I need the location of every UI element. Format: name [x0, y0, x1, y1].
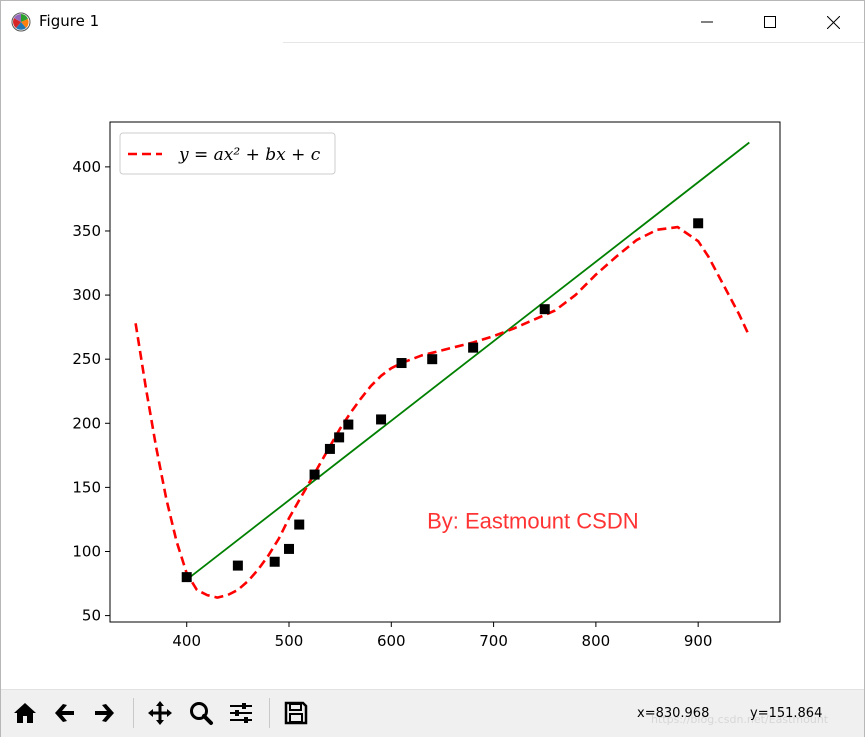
series-layer — [134, 141, 751, 599]
y-tick-label: 150 — [72, 478, 101, 496]
y-tick-label: 50 — [82, 607, 101, 625]
x-tick-label: 600 — [377, 632, 406, 650]
x-tick-label: 700 — [479, 632, 508, 650]
data-point — [269, 556, 280, 567]
y-tick-label: 250 — [72, 350, 101, 368]
data-point — [324, 443, 335, 454]
toolbar-separator — [269, 698, 270, 728]
y-tick-label: 300 — [72, 286, 101, 304]
toolbar-separator — [133, 698, 134, 728]
cursor-x-readout: x=830.968 — [637, 706, 710, 721]
y-tick-label: 100 — [72, 542, 101, 560]
floppy-disk-icon — [284, 701, 308, 725]
forward-button[interactable] — [89, 698, 119, 728]
data-point — [181, 572, 192, 583]
close-icon — [826, 15, 840, 29]
x-tick-label: 400 — [172, 632, 201, 650]
points-layer — [181, 218, 704, 583]
minimize-button[interactable] — [684, 1, 730, 43]
save-button[interactable] — [281, 698, 311, 728]
maximize-icon — [764, 16, 776, 28]
data-point — [427, 354, 438, 365]
legend-box — [119, 132, 336, 175]
arrow-left-icon — [55, 704, 74, 722]
figure-canvas[interactable]: 400 500 600 700 800 900 50 100 150 200 250 300 350 4… — [1, 43, 864, 689]
title-divider — [283, 42, 864, 43]
home-button[interactable] — [10, 698, 40, 728]
data-point — [468, 342, 479, 353]
configure-subplots-button[interactable] — [226, 698, 256, 728]
x-tick-label: 900 — [684, 632, 713, 650]
cursor-y-readout: y=151.864 — [750, 706, 823, 721]
magnifier-icon — [190, 702, 213, 725]
data-point — [343, 419, 354, 430]
legend-label-quadratic: y = ax² + bx + c — [178, 145, 321, 165]
home-icon — [14, 703, 36, 723]
data-point — [693, 218, 704, 229]
data-point — [334, 432, 345, 443]
x-axis-ticks: 400 500 600 700 800 900 — [172, 622, 712, 650]
watermark-text: https://blog.csdn.net/Eastmount — [651, 713, 829, 726]
data-point — [294, 519, 305, 530]
data-point — [539, 304, 550, 315]
y-tick-label: 350 — [72, 222, 101, 240]
pan-button[interactable] — [145, 698, 175, 728]
y-axis-ticks: 50 100 150 200 250 300 350 400 — [72, 158, 110, 625]
y-tick-label: 400 — [72, 158, 101, 176]
title-bar[interactable]: Figure 1 — [1, 1, 864, 43]
sliders-icon — [230, 703, 252, 723]
minimize-icon — [701, 21, 713, 23]
data-point — [284, 543, 295, 554]
close-button[interactable] — [810, 1, 856, 43]
zoom-button[interactable] — [186, 698, 216, 728]
maximize-button[interactable] — [747, 1, 793, 43]
x-tick-label: 800 — [582, 632, 611, 650]
back-button[interactable] — [50, 698, 80, 728]
data-point — [232, 560, 243, 571]
chart[interactable]: 400 500 600 700 800 900 50 100 150 200 250 300 350 4… — [1, 43, 864, 689]
series-line-quadratic-fit — [134, 225, 751, 599]
window-title: Figure 1 — [39, 12, 100, 30]
move-icon — [148, 701, 172, 725]
data-point — [396, 358, 407, 369]
matplotlib-logo-icon — [11, 12, 31, 32]
legend: y = ax² + bx + c — [119, 132, 336, 175]
chart-annotation: By: Eastmount CSDN — [427, 508, 639, 533]
series-line-linear-fit — [186, 141, 750, 581]
data-point — [309, 469, 320, 480]
x-tick-label: 500 — [275, 632, 304, 650]
data-point — [376, 414, 387, 425]
navigation-toolbar: https://blog.csdn.net/Eastmount x=830.96… — [1, 689, 864, 737]
arrow-right-icon — [95, 704, 114, 722]
y-tick-label: 200 — [72, 414, 101, 432]
